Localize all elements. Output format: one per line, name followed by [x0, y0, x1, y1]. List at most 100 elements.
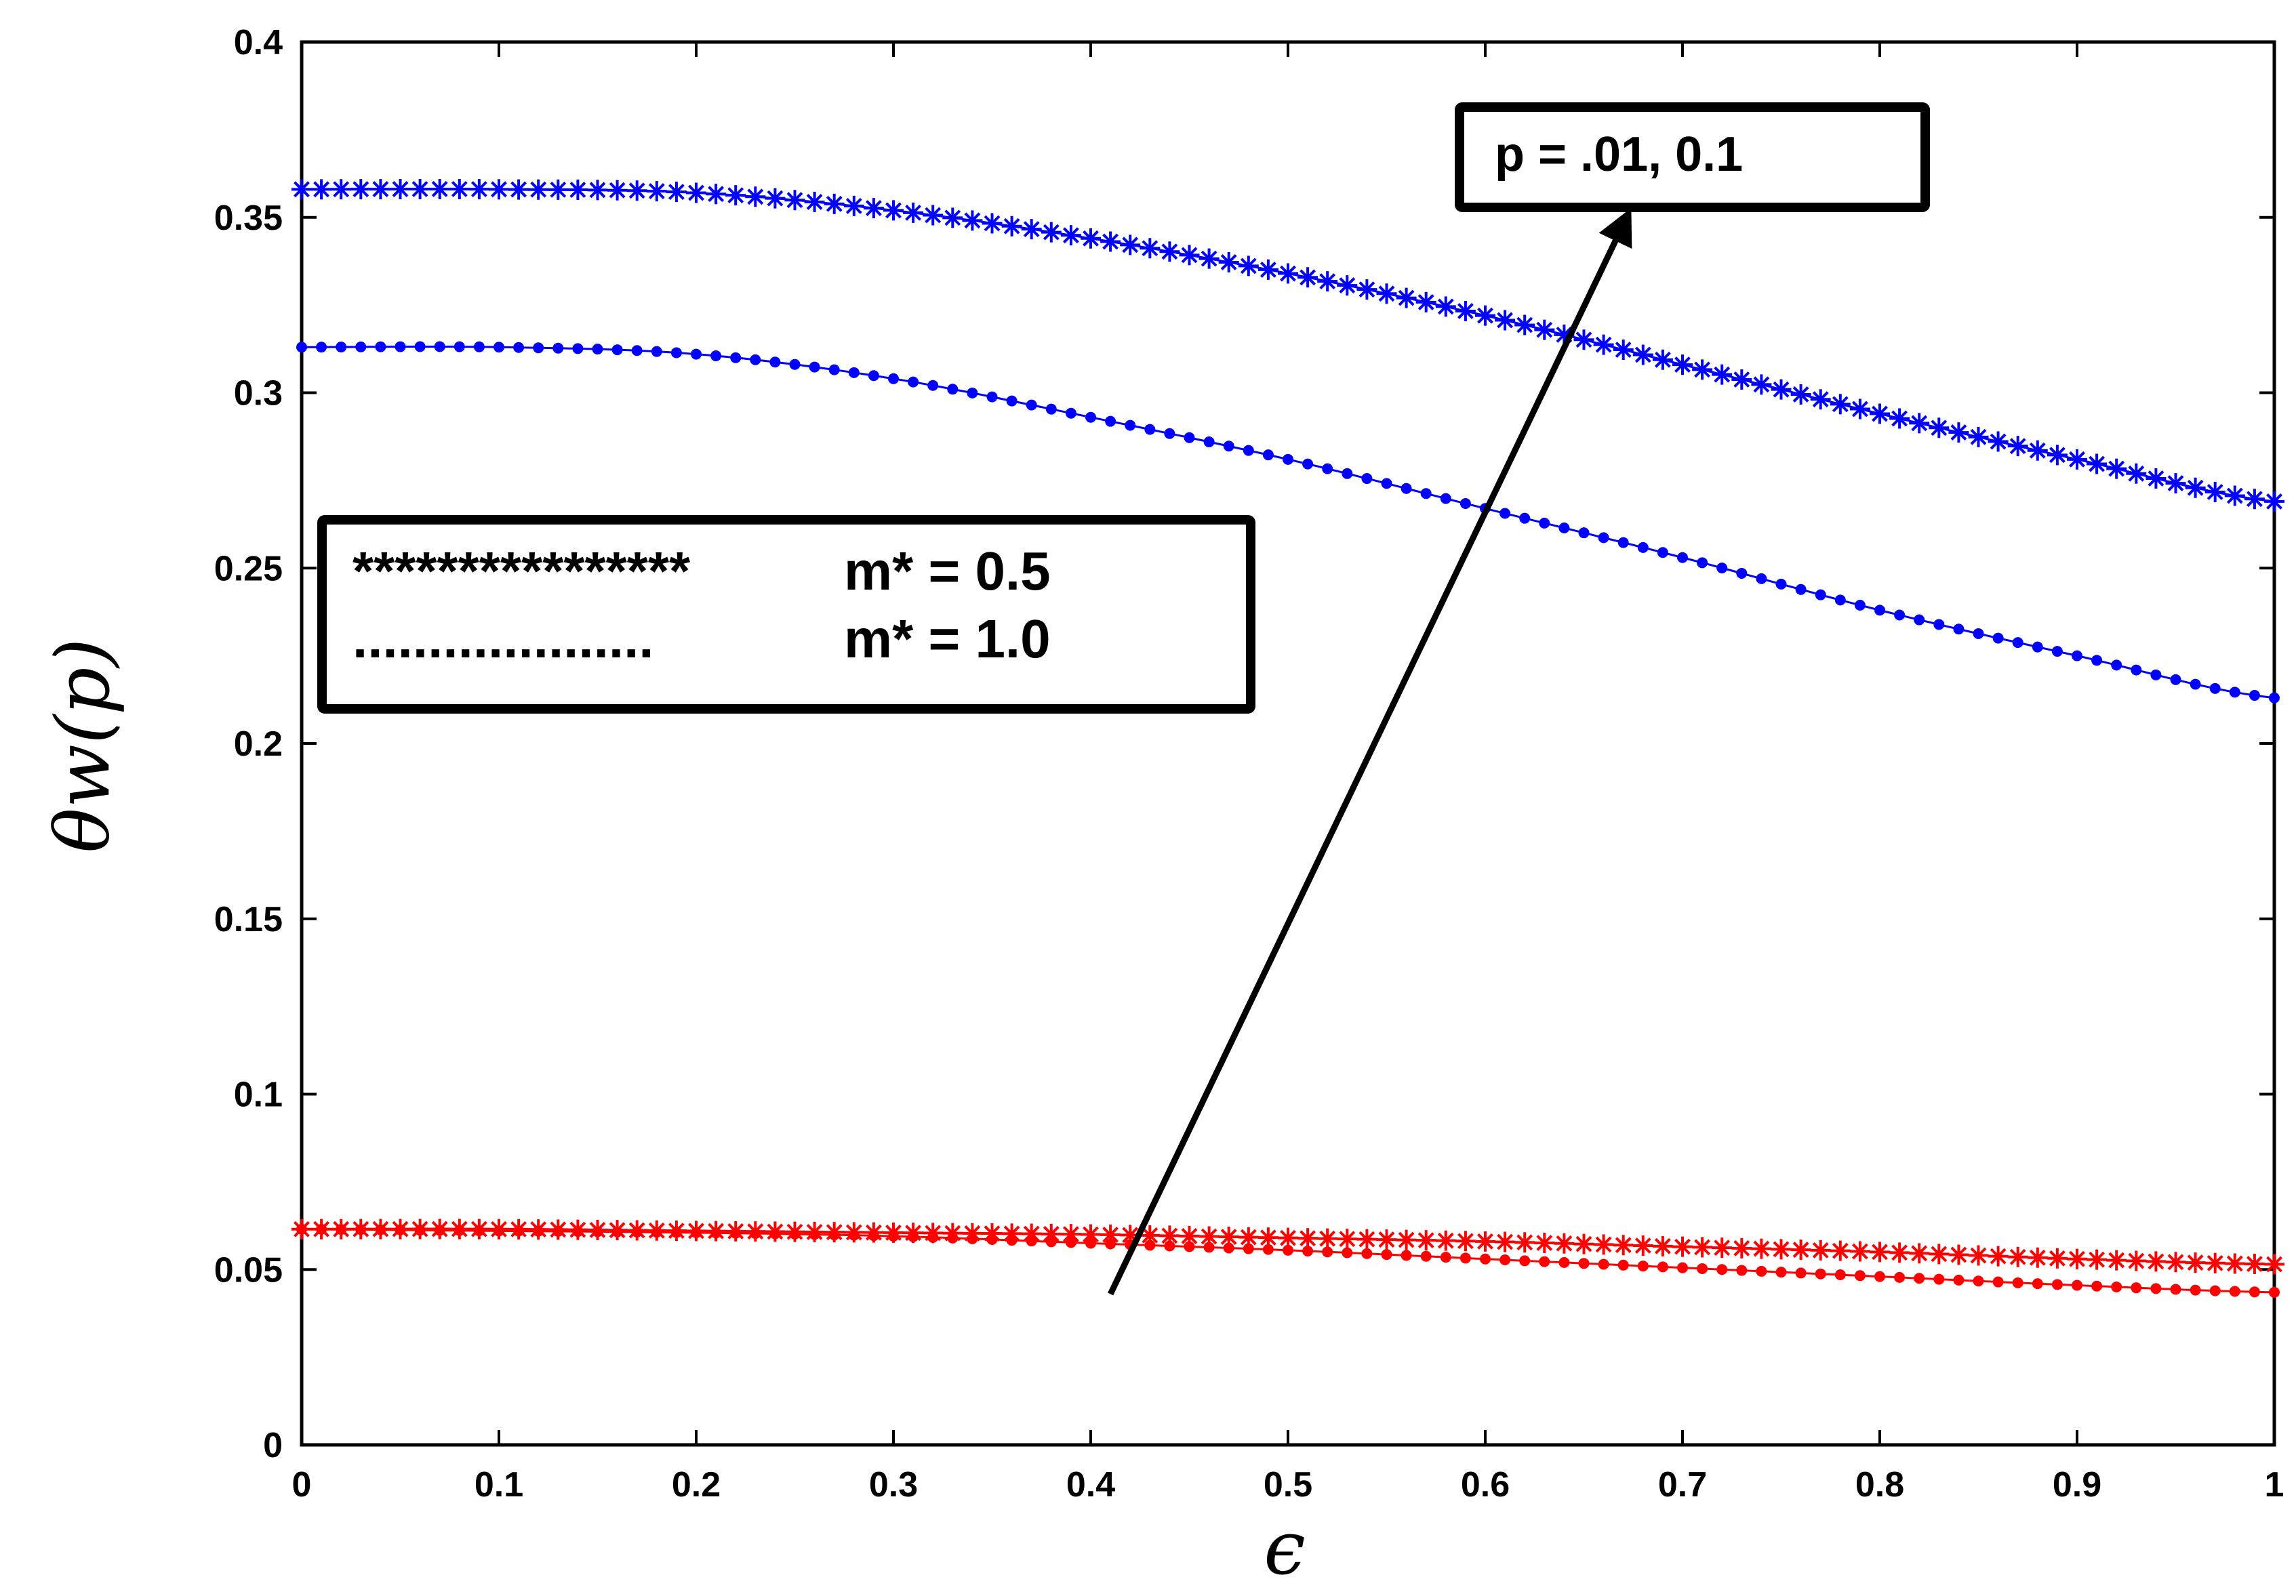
data-point: [395, 1224, 406, 1235]
data-point: [1578, 1258, 1590, 1269]
data-point: [592, 1226, 603, 1237]
data-point: [2204, 1252, 2225, 1273]
legend-symbol-1: ****************: [353, 541, 691, 601]
data-point: [1337, 1229, 1358, 1250]
legend: **************** m* = 0.5 ..............…: [317, 515, 1255, 714]
legend-label-2: m* = 1.0: [844, 609, 1051, 669]
data-point: [1317, 1228, 1338, 1249]
annotation-arrow: [1108, 207, 1632, 1296]
data-point: [1045, 403, 1057, 415]
data-point: [296, 342, 307, 353]
data-point: [1593, 334, 1614, 355]
data-point: [1164, 1240, 1175, 1252]
data-point: [1948, 1244, 1969, 1265]
data-point: [1953, 623, 1965, 635]
data-point: [1874, 605, 1885, 616]
data-point: [1677, 552, 1688, 563]
data-point: [769, 356, 781, 368]
data-point: [2131, 664, 2142, 676]
data-point: [2165, 473, 2186, 494]
data-point: [789, 359, 801, 370]
data-point: [2106, 1250, 2127, 1271]
data-point: [1593, 1234, 1614, 1255]
data-point: [1731, 1237, 1752, 1259]
data-point: [982, 213, 1003, 234]
data-point: [2007, 1246, 2028, 1267]
data-point: [2091, 1280, 2103, 1292]
data-point: [1637, 541, 1649, 553]
data-point: [784, 190, 805, 211]
data-point: [967, 1233, 978, 1244]
data-point: [1870, 403, 1890, 424]
data-point: [947, 384, 959, 395]
data-point: [1573, 329, 1594, 350]
data-point: [809, 361, 820, 373]
data-point: [730, 352, 742, 363]
data-point: [2146, 468, 2167, 489]
data-point: [1159, 1225, 1180, 1246]
data-point: [631, 1226, 643, 1237]
data-point: [908, 376, 919, 388]
x-tick-label: 0.8: [1855, 1465, 1904, 1505]
data-point: [1870, 1242, 1890, 1263]
data-point: [2224, 1253, 2245, 1274]
data-point: [1361, 1248, 1373, 1259]
data-point: [1672, 1236, 1693, 1257]
data-point: [355, 341, 367, 352]
data-point: [1475, 305, 1495, 326]
data-point: [1001, 216, 1022, 237]
data-point: [1420, 1250, 1432, 1262]
data-point: [1613, 1235, 1634, 1256]
data-point: [1756, 573, 1767, 584]
data-point: [2027, 1247, 2048, 1268]
data-point: [1475, 1231, 1495, 1252]
data-point: [2209, 1285, 2221, 1296]
data-point: [848, 367, 860, 378]
data-point: [1968, 1245, 1989, 1266]
x-tick-label: 0.4: [1066, 1465, 1115, 1505]
data-point: [927, 1231, 939, 1243]
data-point: [1598, 1259, 1609, 1270]
data-point: [967, 387, 978, 398]
data-point: [1415, 1230, 1436, 1251]
data-point: [355, 1224, 367, 1235]
data-point: [1081, 1224, 1101, 1245]
data-point: [1514, 1232, 1535, 1253]
data-point: [1632, 344, 1653, 365]
data-point: [2047, 1248, 2068, 1269]
data-point: [533, 1225, 544, 1237]
data-point: [1060, 225, 1081, 246]
data-point: [494, 1225, 504, 1237]
data-point: [1480, 1253, 1491, 1265]
data-point: [1257, 259, 1278, 280]
data-point: [2170, 674, 2181, 685]
data-point: [1060, 1224, 1081, 1245]
data-point: [1495, 1231, 1516, 1252]
data-point: [1238, 255, 1259, 277]
data-point: [291, 179, 312, 200]
data-point: [1613, 340, 1634, 361]
data-point: [1849, 398, 1870, 420]
data-point: [651, 1227, 662, 1238]
data-point: [1973, 628, 1984, 639]
data-point: [572, 1226, 584, 1237]
data-point: [1712, 1237, 1733, 1259]
data-point: [1790, 384, 1811, 405]
data-point: [750, 354, 761, 365]
series-1: [291, 178, 2284, 512]
data-point: [2032, 641, 2043, 653]
data-point: [1534, 319, 1555, 340]
data-point: [1396, 1229, 1417, 1250]
data-point: [1420, 488, 1432, 499]
data-point: [1302, 458, 1314, 470]
data-point: [607, 180, 628, 201]
data-point: [2111, 1281, 2122, 1292]
data-point: [2126, 1250, 2147, 1271]
y-tick-label: 0.2: [234, 724, 283, 764]
data-point: [1736, 1265, 1748, 1276]
y-tick-label: 0.05: [214, 1250, 283, 1290]
data-point: [1751, 1238, 1772, 1259]
data-point: [883, 200, 904, 221]
x-tick-label: 0.7: [1658, 1465, 1707, 1505]
data-point: [2190, 1284, 2201, 1296]
